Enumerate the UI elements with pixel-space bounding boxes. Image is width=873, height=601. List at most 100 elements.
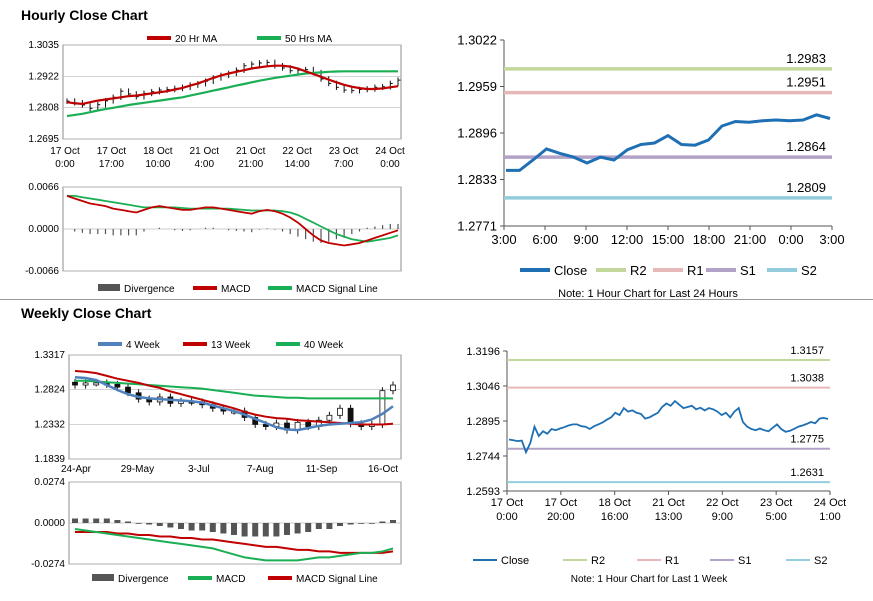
- hourly-price-xtick: 18 Oct: [143, 146, 173, 157]
- hourly-signal-line: [67, 195, 399, 243]
- weekly-pivot-ytick: 1.3046: [466, 381, 500, 393]
- weekly-divergence-bar: [305, 523, 312, 532]
- weekly-divergence-bar: [337, 523, 343, 526]
- hourly-pivot-ytick: 1.3022: [457, 33, 497, 48]
- weekly-legend-divergence-swatch: [92, 574, 114, 581]
- weekly-pivot-level-label: 1.2775: [790, 434, 824, 446]
- hourly-pivot-xtick: 15:00: [652, 232, 685, 247]
- hourly-pivot-xtick: 0:00: [778, 232, 803, 247]
- weekly-divergence-bar: [284, 523, 290, 535]
- weekly-divergence-bar: [294, 523, 301, 534]
- weekly-price-xtick: 29-May: [121, 464, 154, 475]
- weekly-signal-line: [75, 531, 394, 554]
- hourly-pivot-ytick: 1.2959: [457, 79, 497, 94]
- weekly-divergence-bar: [82, 518, 89, 523]
- weekly-divergence-bar: [368, 523, 375, 524]
- weekly-pivot-xtick: 5:00: [765, 511, 786, 523]
- weekly-price-xtick: 24-Apr: [61, 464, 92, 475]
- weekly-divergence-bar: [262, 523, 269, 537]
- weekly-divergence-bar: [390, 520, 396, 523]
- hourly-price-xtick: 21:00: [238, 159, 263, 170]
- weekly-divergence-bar: [241, 523, 248, 537]
- weekly-pivot-xtick: 23 Oct: [760, 497, 792, 509]
- weekly-price-xtick: 16-Oct: [368, 464, 398, 475]
- weekly-pivot-legend-label: Close: [501, 555, 529, 567]
- hourly-pivot-legend-label: R2: [630, 263, 647, 278]
- weekly-divergence-bar: [125, 521, 131, 523]
- weekly-macd-ytick: -0.0274: [31, 559, 65, 570]
- hourly-legend-divergence-label: Divergence: [124, 284, 175, 295]
- weekly-price-candle: [305, 421, 312, 427]
- weekly-divergence-bar: [199, 523, 206, 531]
- hourly-macd-ytick: -0.0066: [25, 266, 59, 277]
- weekly-divergence-bar: [146, 523, 153, 525]
- hourly-price-ytick: 1.2922: [28, 71, 59, 82]
- hourly-price-xtick: 10:00: [145, 159, 170, 170]
- weekly-pivot-legend-label: S2: [814, 555, 827, 567]
- weekly-pivot-ytick: 1.2895: [466, 416, 500, 428]
- hourly-price-ytick: 1.2695: [28, 134, 59, 145]
- weekly-pivot-xtick: 1:00: [819, 511, 840, 523]
- hourly-ma20-line: [66, 64, 399, 106]
- hourly-pivot-xtick: 21:00: [734, 232, 767, 247]
- weekly-section-title: Weekly Close Chart: [21, 305, 152, 321]
- weekly-divergence-bar: [114, 520, 121, 523]
- weekly-pivot-xtick: 21 Oct: [652, 497, 684, 509]
- weekly-price-ytick: 1.3317: [34, 350, 65, 361]
- weekly-price-ytick: 1.2332: [34, 419, 65, 430]
- weekly-pivot-xtick: 24 Oct: [814, 497, 846, 509]
- weekly-price-candle: [326, 414, 333, 421]
- weekly-pivot-level-label: 1.3157: [790, 345, 824, 357]
- weekly-pivot-xtick: 18 Oct: [598, 497, 630, 509]
- weekly-pivot-level-label: 1.3038: [790, 373, 824, 385]
- weekly-price-candle: [93, 382, 100, 386]
- weekly-pivot-xtick: 22 Oct: [706, 497, 738, 509]
- hourly-legend-signal-label: MACD Signal Line: [296, 284, 378, 295]
- weekly-legend-signal-label: MACD Signal Line: [296, 574, 378, 585]
- weekly-divergence-bar: [135, 523, 142, 524]
- hourly-pivot-xtick: 9:00: [573, 232, 598, 247]
- weekly-divergence-bar: [315, 523, 322, 529]
- hourly-price-xtick: 21 Oct: [236, 146, 266, 157]
- weekly-divergence-bar: [188, 523, 195, 531]
- weekly-pivot-legend-label: R2: [591, 555, 605, 567]
- weekly-price-ytick: 1.2824: [34, 385, 65, 396]
- hourly-price-xtick: 17:00: [99, 159, 124, 170]
- weekly-pivot-note: Note: 1 Hour Chart for Last 1 Week: [571, 574, 729, 585]
- weekly-pivot-legend-label: S1: [738, 555, 751, 567]
- hourly-price-ytick: 1.3035: [28, 40, 59, 51]
- weekly-pivot-ytick: 1.3196: [466, 346, 500, 358]
- weekly-divergence-bar: [252, 523, 259, 537]
- weekly-macd-line: [74, 528, 394, 562]
- weekly-price-candle: [337, 407, 343, 416]
- weekly-legend-macd-label: MACD: [216, 574, 245, 585]
- weekly-pivot-xtick: 17 Oct: [545, 497, 577, 509]
- weekly-divergence-bar: [358, 523, 365, 524]
- weekly-pivot-xtick: 20:00: [547, 511, 575, 523]
- hourly-pivot-ytick: 1.2771: [457, 219, 497, 234]
- hourly-price-xtick: 17 Oct: [97, 146, 127, 157]
- weekly-pivot-legend-label: R1: [665, 555, 679, 567]
- weekly-price-candle: [125, 386, 131, 394]
- hourly-pivot-legend-label: Close: [554, 263, 587, 278]
- hourly-price-ytick: 1.2808: [28, 103, 59, 114]
- weekly-ma4-line: [74, 376, 394, 432]
- hourly-ma50-line: [66, 70, 398, 118]
- hourly-pivot-legend-label: S1: [740, 263, 756, 278]
- hourly-price-xtick: 0:00: [55, 159, 75, 170]
- weekly-price-candle: [82, 382, 89, 386]
- weekly-divergence-bar: [209, 523, 216, 532]
- weekly-legend-ma4-label: 4 Week: [126, 340, 161, 351]
- weekly-price-ytick: 1.1839: [34, 454, 65, 465]
- hourly-price-xtick: 17 Oct: [50, 146, 80, 157]
- hourly-legend-ma50-label: 50 Hrs MA: [285, 34, 333, 45]
- weekly-pivot-xtick: 17 Oct: [491, 497, 523, 509]
- weekly-price-candle: [114, 383, 121, 388]
- hourly-macd-line: [66, 195, 399, 247]
- weekly-pivot-close-line: [508, 399, 829, 455]
